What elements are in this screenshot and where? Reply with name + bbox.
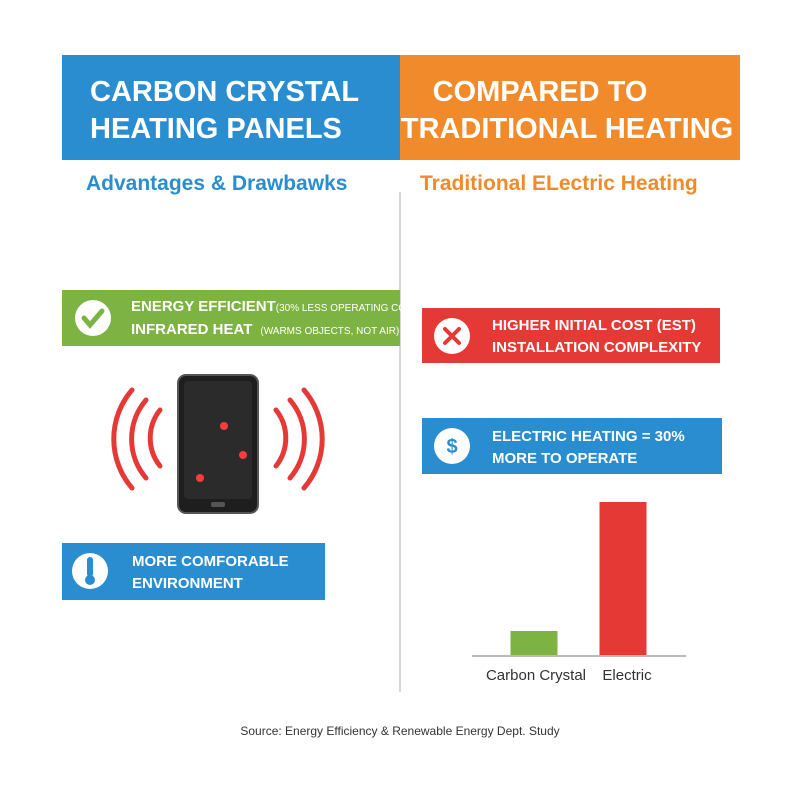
cost-note: ELECTRIC HEATING = 30% xyxy=(492,428,685,445)
benefit: INFRARED HEAT (WARMS OBJECTS, NOT AIR) xyxy=(131,321,399,338)
check-mark xyxy=(81,308,105,329)
benefits-box xyxy=(62,290,400,346)
cost-note: MORE TO OPERATE xyxy=(492,450,637,467)
thermometer-bulb xyxy=(85,575,95,585)
cost-box xyxy=(422,418,722,474)
left-title: CARBON CRYSTAL xyxy=(90,76,359,108)
benefit-label: INFRARED HEAT xyxy=(131,321,252,338)
bar xyxy=(599,502,647,655)
benefit: ENERGY EFFICIENT(30% LESS OPERATING COST… xyxy=(131,298,422,315)
right-title: COMPARED TO xyxy=(433,76,648,108)
bar xyxy=(510,631,558,655)
left-header xyxy=(62,55,400,160)
drawback: HIGHER INITIAL COST (EST) xyxy=(492,317,696,334)
panel-button xyxy=(211,502,225,507)
drawbacks-box xyxy=(422,308,720,363)
x-tick-label: Electric xyxy=(602,667,652,684)
dollar-icon xyxy=(434,428,470,464)
drawback: INSTALLATION COMPLEXITY xyxy=(492,339,701,356)
thermometer-stem xyxy=(87,557,93,577)
dollar-sign: $ xyxy=(446,436,457,458)
panel-screen xyxy=(184,381,252,499)
heat-spots xyxy=(196,422,247,482)
right-subtitle: Traditional ELectric Heating xyxy=(420,172,698,195)
left-title: HEATING PANELS xyxy=(90,113,342,145)
comfort-text: MORE COMFORABLE xyxy=(132,553,289,570)
x-tick-label: Carbon Crystal xyxy=(486,667,586,684)
source: Source: Energy Efficiency & Renewable En… xyxy=(240,724,559,738)
x-mark xyxy=(443,327,461,345)
benefit-label: ENERGY EFFICIENT xyxy=(131,298,276,315)
right-title: TRADITIONAL HEATING xyxy=(401,113,733,145)
right-header xyxy=(400,55,740,160)
left-subtitle: Advantages & Drawbawks xyxy=(86,172,347,195)
heat-waves xyxy=(111,387,325,491)
benefit-note: (30% LESS OPERATING COST) xyxy=(276,303,423,314)
comfort-text: ENVIRONMENT xyxy=(132,575,243,592)
benefit-note: (WARMS OBJECTS, NOT AIR) xyxy=(260,326,399,337)
